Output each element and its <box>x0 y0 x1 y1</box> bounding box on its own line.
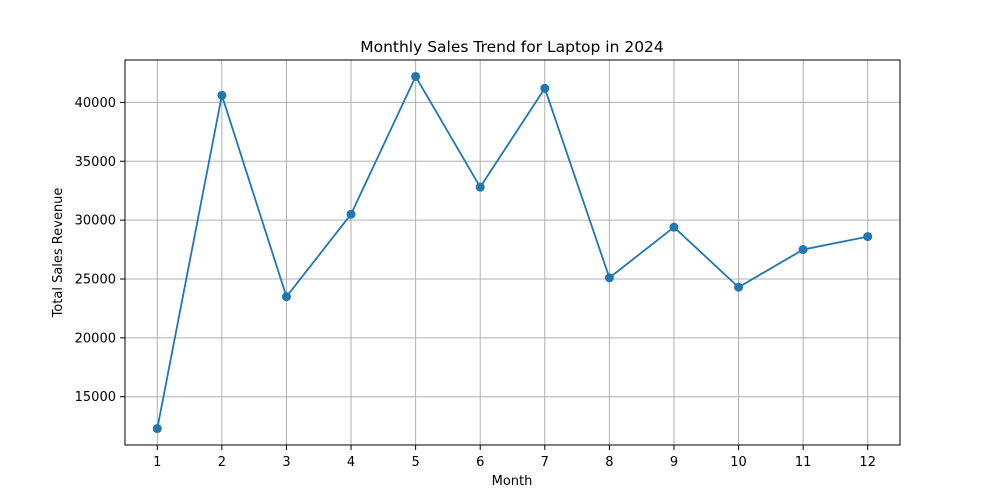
y-tick-label: 30000 <box>75 214 116 229</box>
data-point <box>411 71 421 81</box>
x-tick-label: 7 <box>541 455 549 470</box>
data-point <box>863 232 873 242</box>
x-tick-label: 4 <box>347 455 355 470</box>
data-point <box>217 90 227 100</box>
x-tick-label: 9 <box>670 455 678 470</box>
x-tick-label: 11 <box>795 455 812 470</box>
x-tick-label: 2 <box>218 455 226 470</box>
plot-frame <box>124 59 901 446</box>
x-tick-label: 12 <box>859 455 876 470</box>
x-tick-label: 8 <box>605 455 613 470</box>
data-point <box>281 292 291 302</box>
data-point <box>604 273 614 283</box>
x-tick-label: 10 <box>730 455 747 470</box>
series-layer <box>152 71 873 434</box>
x-tick-label: 5 <box>411 455 419 470</box>
y-tick-label: 35000 <box>75 155 116 170</box>
series-line <box>156 75 869 430</box>
tick-layer: 1 2 3 4 5 6 7 8 9 10 11 121500020000250003000035000… <box>75 96 876 470</box>
data-point <box>475 182 485 192</box>
x-tick-label: 1 <box>153 455 161 470</box>
y-tick-label: 15000 <box>75 390 116 405</box>
y-tick-label: 40000 <box>75 96 116 111</box>
y-axis-label: Total Sales Revenue <box>51 188 66 319</box>
data-point <box>346 209 356 219</box>
y-tick-label: 20000 <box>75 331 116 346</box>
data-point <box>669 222 679 232</box>
data-point <box>540 83 550 93</box>
data-point <box>798 245 808 255</box>
x-tick-label: 6 <box>476 455 484 470</box>
x-axis-label: Month <box>492 474 533 489</box>
grid-layer <box>125 60 900 445</box>
data-point <box>152 424 162 434</box>
x-tick-label: 3 <box>282 455 290 470</box>
data-point <box>734 282 744 292</box>
chart-title: Monthly Sales Trend for Laptop in 2024 <box>360 38 664 56</box>
y-tick-label: 25000 <box>75 272 116 287</box>
